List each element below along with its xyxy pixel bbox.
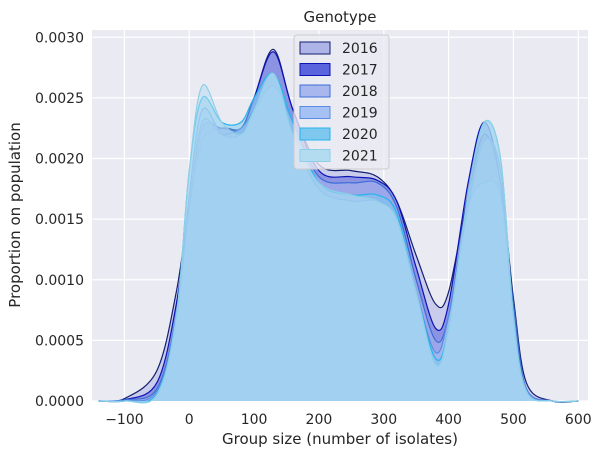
x-tick-label: 200 <box>306 412 333 428</box>
x-axis-title: Group size (number of isolates) <box>222 430 458 448</box>
legend: 2016 2017 2018 2019 2020 2021 <box>293 34 390 170</box>
y-tick-label: 0.0000 <box>35 394 84 410</box>
x-tick-label: 500 <box>500 412 527 428</box>
x-tick-label: −100 <box>105 412 143 428</box>
y-tick-label: 0.0030 <box>35 30 84 46</box>
y-tick-label: 0.0025 <box>35 91 84 107</box>
x-tick-label: 400 <box>435 412 462 428</box>
x-tick-label: 100 <box>241 412 268 428</box>
chart-title: Genotype <box>303 8 376 26</box>
legend-label-2019: 2019 <box>342 106 378 122</box>
legend-label-2017: 2017 <box>342 63 378 79</box>
y-axis-title: Proportion on population <box>6 122 24 307</box>
x-tick-labels: −100 0 100 200 300 400 500 600 <box>105 412 591 428</box>
y-tick-label: 0.0020 <box>35 152 84 168</box>
y-tick-label: 0.0010 <box>35 273 84 289</box>
density-area-2021 <box>98 73 579 403</box>
legend-swatch-2016 <box>299 41 331 55</box>
y-tick-label: 0.0005 <box>35 333 84 349</box>
x-tick-label: 300 <box>370 412 397 428</box>
density-areas <box>98 48 579 404</box>
legend-swatch-2021 <box>299 149 331 162</box>
legend-label-2021: 2021 <box>342 149 378 165</box>
legend-swatch-2017 <box>299 63 331 76</box>
x-tick-label: 0 <box>185 412 194 428</box>
legend-swatch-2020 <box>299 127 331 141</box>
y-tick-label: 0.0015 <box>35 212 84 228</box>
x-tick-label: 600 <box>565 412 592 428</box>
legend-label-2016: 2016 <box>342 41 378 57</box>
legend-swatch-2019 <box>299 106 331 119</box>
legend-label-2018: 2018 <box>342 84 378 100</box>
y-tick-labels: 0.0000 0.0005 0.0010 0.0015 0.0020 0.0025 0.00… <box>35 30 84 410</box>
density-line-2021 <box>98 72 579 404</box>
legend-label-2020: 2020 <box>342 127 378 143</box>
legend-swatch-2018 <box>299 84 331 98</box>
